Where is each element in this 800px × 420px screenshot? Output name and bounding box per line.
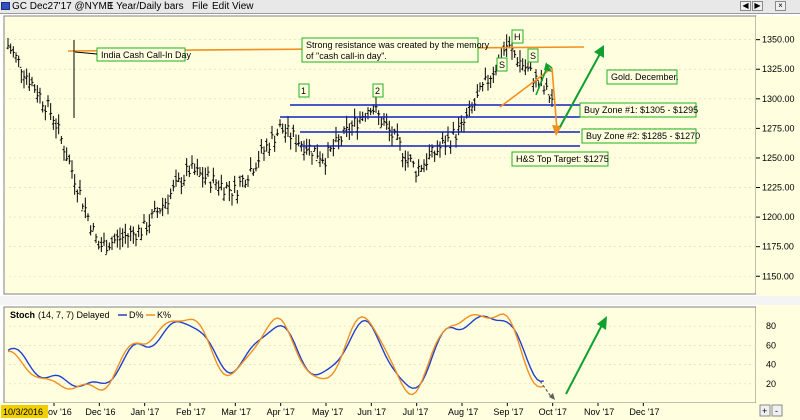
- time-tick-label: Oct '17: [539, 407, 567, 417]
- resistance-note-line2: of "cash call-in day".: [306, 51, 387, 61]
- drop-line: [551, 67, 558, 131]
- title-bar: GC Dec27'17 @NYME 1 Year/Daily bars File…: [0, 0, 800, 14]
- time-axis-panel: [0, 403, 800, 420]
- rally-arrowhead: [594, 45, 604, 58]
- zoom-out-icon: -: [775, 406, 778, 416]
- time-tick-label: Dec '17: [629, 407, 659, 417]
- price-tick-label: 1200.00: [762, 212, 795, 222]
- india-label: India Cash Call-In Day: [101, 50, 192, 60]
- head-label: H: [514, 32, 521, 42]
- resistance-note-line1: Strong resistance was created by the mem…: [306, 40, 490, 50]
- price-tick-label: 1150.00: [762, 271, 794, 281]
- price-tick-label: 1175.00: [762, 242, 794, 252]
- time-tick-label: Nov '17: [584, 407, 614, 417]
- time-tick-label: Dec '16: [85, 407, 115, 417]
- price-axis: 1350.00 1325.00 1300.00 1275.00 1250.00 1225.…: [756, 35, 795, 281]
- close-icon[interactable]: ×: [775, 1, 786, 11]
- stoch-tick-label: 40: [766, 360, 776, 370]
- stoch-axis: 80 60 40 20: [766, 321, 776, 389]
- zoom-in-icon: +: [762, 406, 767, 416]
- stoch-params: (14, 7, 7) Delayed: [38, 310, 110, 320]
- peak2-label: 2: [375, 86, 380, 96]
- time-tick-label: ov '16: [48, 407, 72, 417]
- k-legend-label: K%: [157, 310, 171, 320]
- time-tick-label: Jun '17: [357, 407, 386, 417]
- zoom-out-button[interactable]: [771, 404, 783, 417]
- target-box: [511, 151, 609, 167]
- time-axis: ov '16 Dec '16 Jan '17 Feb '17 Mar '17 Apr '1…: [48, 403, 660, 417]
- bounce-arrow: [535, 63, 553, 96]
- left-shoulder-label: S: [499, 60, 505, 70]
- price-tick-label: 1300.00: [762, 94, 795, 104]
- price-bars: [6, 34, 554, 256]
- stoch-k-line: [7, 313, 544, 396]
- price-tick-label: 1275.00: [762, 123, 795, 133]
- gold-dec-box: [606, 69, 678, 85]
- india-label-box: [96, 47, 186, 62]
- price-axis-panel: [756, 16, 800, 403]
- buy2-box: [581, 128, 697, 144]
- buy1-box: [579, 102, 697, 118]
- panel-separator[interactable]: [0, 296, 800, 305]
- gold-dec-label: Gold. December.: [611, 72, 679, 82]
- grid: [4, 39, 756, 277]
- stoch-tick-label: 60: [766, 340, 776, 350]
- time-tick-label: May '17: [312, 407, 343, 417]
- time-tick-label: Feb '17: [176, 407, 206, 417]
- left-shoulder-box: [496, 57, 508, 72]
- start-date-label: 10/3/2016: [3, 407, 43, 417]
- menu-file[interactable]: File: [192, 1, 209, 12]
- right-shoulder-label: S: [530, 51, 536, 61]
- stoch-tick-label: 80: [766, 321, 776, 331]
- stoch-dash-arrowhead: [549, 393, 555, 400]
- head-box: [511, 29, 524, 44]
- price-tick-label: 1325.00: [762, 64, 795, 74]
- buy2-label: Buy Zone #2: $1285 - $1270: [586, 131, 700, 141]
- right-shoulder-box: [527, 48, 539, 63]
- interval-title: 1 Year/Daily bars: [108, 1, 184, 12]
- stoch-grid: [4, 325, 756, 385]
- stoch-tick-label: 20: [766, 379, 776, 389]
- time-tick-label: Aug '17: [448, 407, 478, 417]
- neckline: [499, 67, 553, 108]
- d-legend-label: D%: [129, 310, 144, 320]
- rally-arrow: [559, 51, 602, 128]
- price-tick-label: 1225.00: [762, 183, 795, 193]
- scroll-left-icon[interactable]: ◀: [740, 1, 751, 11]
- time-tick-label: Jan '17: [131, 407, 160, 417]
- time-tick-label: Mar '17: [221, 407, 251, 417]
- india-pointer: [74, 51, 98, 55]
- drop-arrowhead: [552, 125, 562, 136]
- bounce-arrowhead: [544, 62, 552, 72]
- resistance-note-box: [301, 37, 479, 63]
- time-tick-label: Jul '17: [403, 407, 429, 417]
- target-label: H&S Top Target: $1275: [516, 154, 609, 164]
- menu-view[interactable]: View: [232, 1, 254, 12]
- price-tick-label: 1250.00: [762, 153, 795, 163]
- buy1-label: Buy Zone #1: $1305 - $1295: [584, 105, 698, 115]
- stoch-d-line: [7, 315, 544, 389]
- peak1-label: 1: [301, 86, 306, 96]
- stoch-name: Stoch: [10, 310, 35, 320]
- price-tick-label: 1350.00: [762, 35, 795, 45]
- time-tick-label: Apr '17: [267, 407, 295, 417]
- scroll-right-icon[interactable]: ▶: [752, 1, 763, 11]
- stoch-panel: [3, 306, 757, 404]
- zoom-in-button[interactable]: [759, 404, 771, 417]
- start-date-badge: [1, 405, 48, 418]
- menu-edit[interactable]: Edit: [212, 1, 230, 12]
- stoch-up-arrow: [565, 322, 604, 395]
- stoch-up-arrowhead: [597, 316, 607, 330]
- app-icon[interactable]: [1, 2, 10, 10]
- stoch-dash-arrow: [539, 380, 553, 399]
- time-tick-label: Sep '17: [493, 407, 523, 417]
- symbol-title: GC Dec27'17 @NYME: [12, 1, 114, 12]
- peak1-box: [298, 83, 310, 98]
- peak2-box: [372, 83, 384, 98]
